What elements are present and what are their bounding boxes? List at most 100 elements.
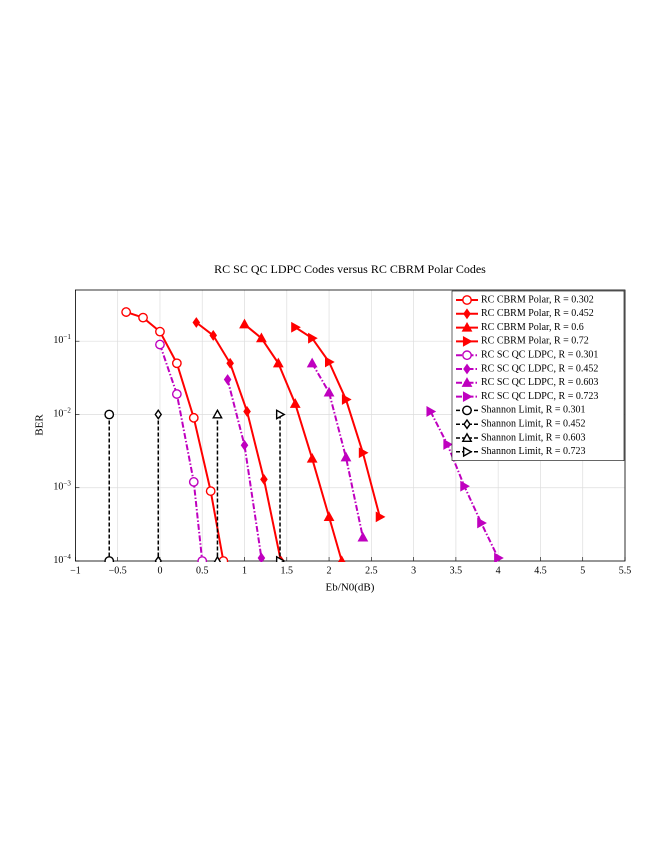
- series-line: [195, 321, 282, 562]
- marker: [104, 409, 115, 420]
- series-line: [159, 344, 204, 562]
- marker: [272, 357, 284, 368]
- marker: [443, 439, 454, 450]
- legend-label: Shannon Limit, R = 0.301: [481, 405, 586, 416]
- marker: [357, 531, 369, 542]
- series-line: [294, 326, 381, 518]
- legend-box: [451, 290, 625, 461]
- marker: [375, 511, 386, 523]
- x-tick-label: 0: [157, 565, 162, 576]
- legend-marker: [461, 377, 473, 387]
- marker: [338, 555, 346, 562]
- x-tick-label: 2: [327, 565, 332, 576]
- marker: [223, 374, 232, 385]
- marker: [155, 326, 165, 337]
- x-tick-label: 5: [580, 565, 585, 576]
- y-tick-label: 10−3: [53, 479, 71, 493]
- marker: [494, 552, 504, 562]
- legend-marker: [462, 446, 473, 458]
- legend-label: RC CBRM Polar, R = 0.72: [481, 336, 589, 347]
- y-axis-label: BER: [34, 414, 46, 436]
- marker: [291, 321, 301, 333]
- marker: [243, 406, 251, 417]
- y-tick-base: 10: [53, 336, 63, 347]
- plot-frame: [75, 289, 626, 562]
- legend-marker: [461, 432, 473, 443]
- marker: [325, 356, 335, 368]
- legend-marker: [462, 295, 472, 305]
- marker: [340, 451, 352, 462]
- marker: [240, 439, 249, 451]
- marker: [306, 357, 318, 368]
- y-tick-base: 10: [53, 482, 63, 493]
- series-line: [125, 311, 225, 562]
- plot-area: [104, 307, 504, 562]
- marker: [257, 552, 266, 562]
- x-tick-label: 4.5: [534, 565, 547, 576]
- legend-marker: [462, 391, 473, 402]
- legend-marker: [462, 336, 473, 347]
- marker: [239, 318, 250, 329]
- y-tick-base: 10: [53, 555, 63, 566]
- legend-marker: [463, 418, 471, 430]
- y-tick-base: 10: [53, 409, 63, 420]
- marker: [205, 486, 216, 496]
- x-axis-label: Eb/N0(dB): [326, 582, 375, 594]
- legend-marker: [463, 363, 471, 375]
- marker: [209, 329, 218, 341]
- y-tick-label: 10−1: [53, 333, 71, 347]
- marker: [155, 339, 165, 350]
- y-tick-label: 10−2: [53, 406, 71, 420]
- legend-label: RC SC QC LDPC, R = 0.603: [481, 377, 598, 388]
- marker: [256, 332, 267, 343]
- legend-label: RC SC QC LDPC, R = 0.723: [481, 391, 598, 402]
- marker: [306, 452, 318, 463]
- x-tick-label: 3.5: [450, 565, 463, 576]
- y-tick-label: 10−4: [53, 553, 71, 567]
- legend-marker: [462, 405, 472, 416]
- x-tick-label: 1: [242, 565, 247, 576]
- x-tick-label: 2.5: [365, 565, 378, 576]
- marker: [426, 406, 437, 417]
- x-tick-label: 1.5: [281, 565, 294, 576]
- x-tick-label: 4: [496, 565, 501, 576]
- legend-label: Shannon Limit, R = 0.603: [481, 432, 586, 443]
- x-tick-label: −0.5: [109, 565, 127, 576]
- legend-label: RC SC QC LDPC, R = 0.301: [481, 349, 598, 360]
- legend-marker: [461, 321, 473, 332]
- legend-label: RC CBRM Polar, R = 0.452: [481, 308, 594, 319]
- marker: [171, 358, 182, 369]
- marker: [212, 408, 223, 419]
- marker: [121, 307, 132, 317]
- marker: [341, 394, 352, 405]
- marker: [154, 555, 163, 562]
- x-tick-label: −1: [70, 565, 81, 576]
- marker: [275, 409, 286, 420]
- y-tick-exponent: −1: [63, 333, 71, 341]
- chart-title: RC SC QC LDPC Codes versus RC CBRM Polar…: [214, 262, 486, 276]
- y-tick-exponent: −4: [63, 553, 71, 561]
- marker: [460, 480, 470, 492]
- marker: [358, 447, 369, 459]
- marker: [323, 511, 335, 521]
- x-tick-label: 5.5: [619, 565, 632, 576]
- legend-label: RC CBRM Polar, R = 0.302: [481, 294, 594, 305]
- marker: [226, 357, 234, 369]
- legend-label: RC CBRM Polar, R = 0.6: [481, 322, 584, 333]
- legend-label: Shannon Limit, R = 0.452: [481, 418, 586, 429]
- marker: [289, 398, 301, 408]
- marker: [260, 473, 268, 485]
- y-tick-exponent: −3: [63, 479, 71, 487]
- x-tick-label: 3: [411, 565, 416, 576]
- marker: [477, 517, 487, 529]
- legend-label: RC SC QC LDPC, R = 0.452: [481, 363, 598, 374]
- marker: [197, 556, 208, 562]
- x-tick-label: 0.5: [196, 565, 209, 576]
- y-tick-exponent: −2: [63, 406, 71, 414]
- legend-label: Shannon Limit, R = 0.723: [481, 446, 586, 457]
- marker: [138, 312, 148, 323]
- marker: [104, 556, 115, 562]
- marker: [192, 317, 201, 328]
